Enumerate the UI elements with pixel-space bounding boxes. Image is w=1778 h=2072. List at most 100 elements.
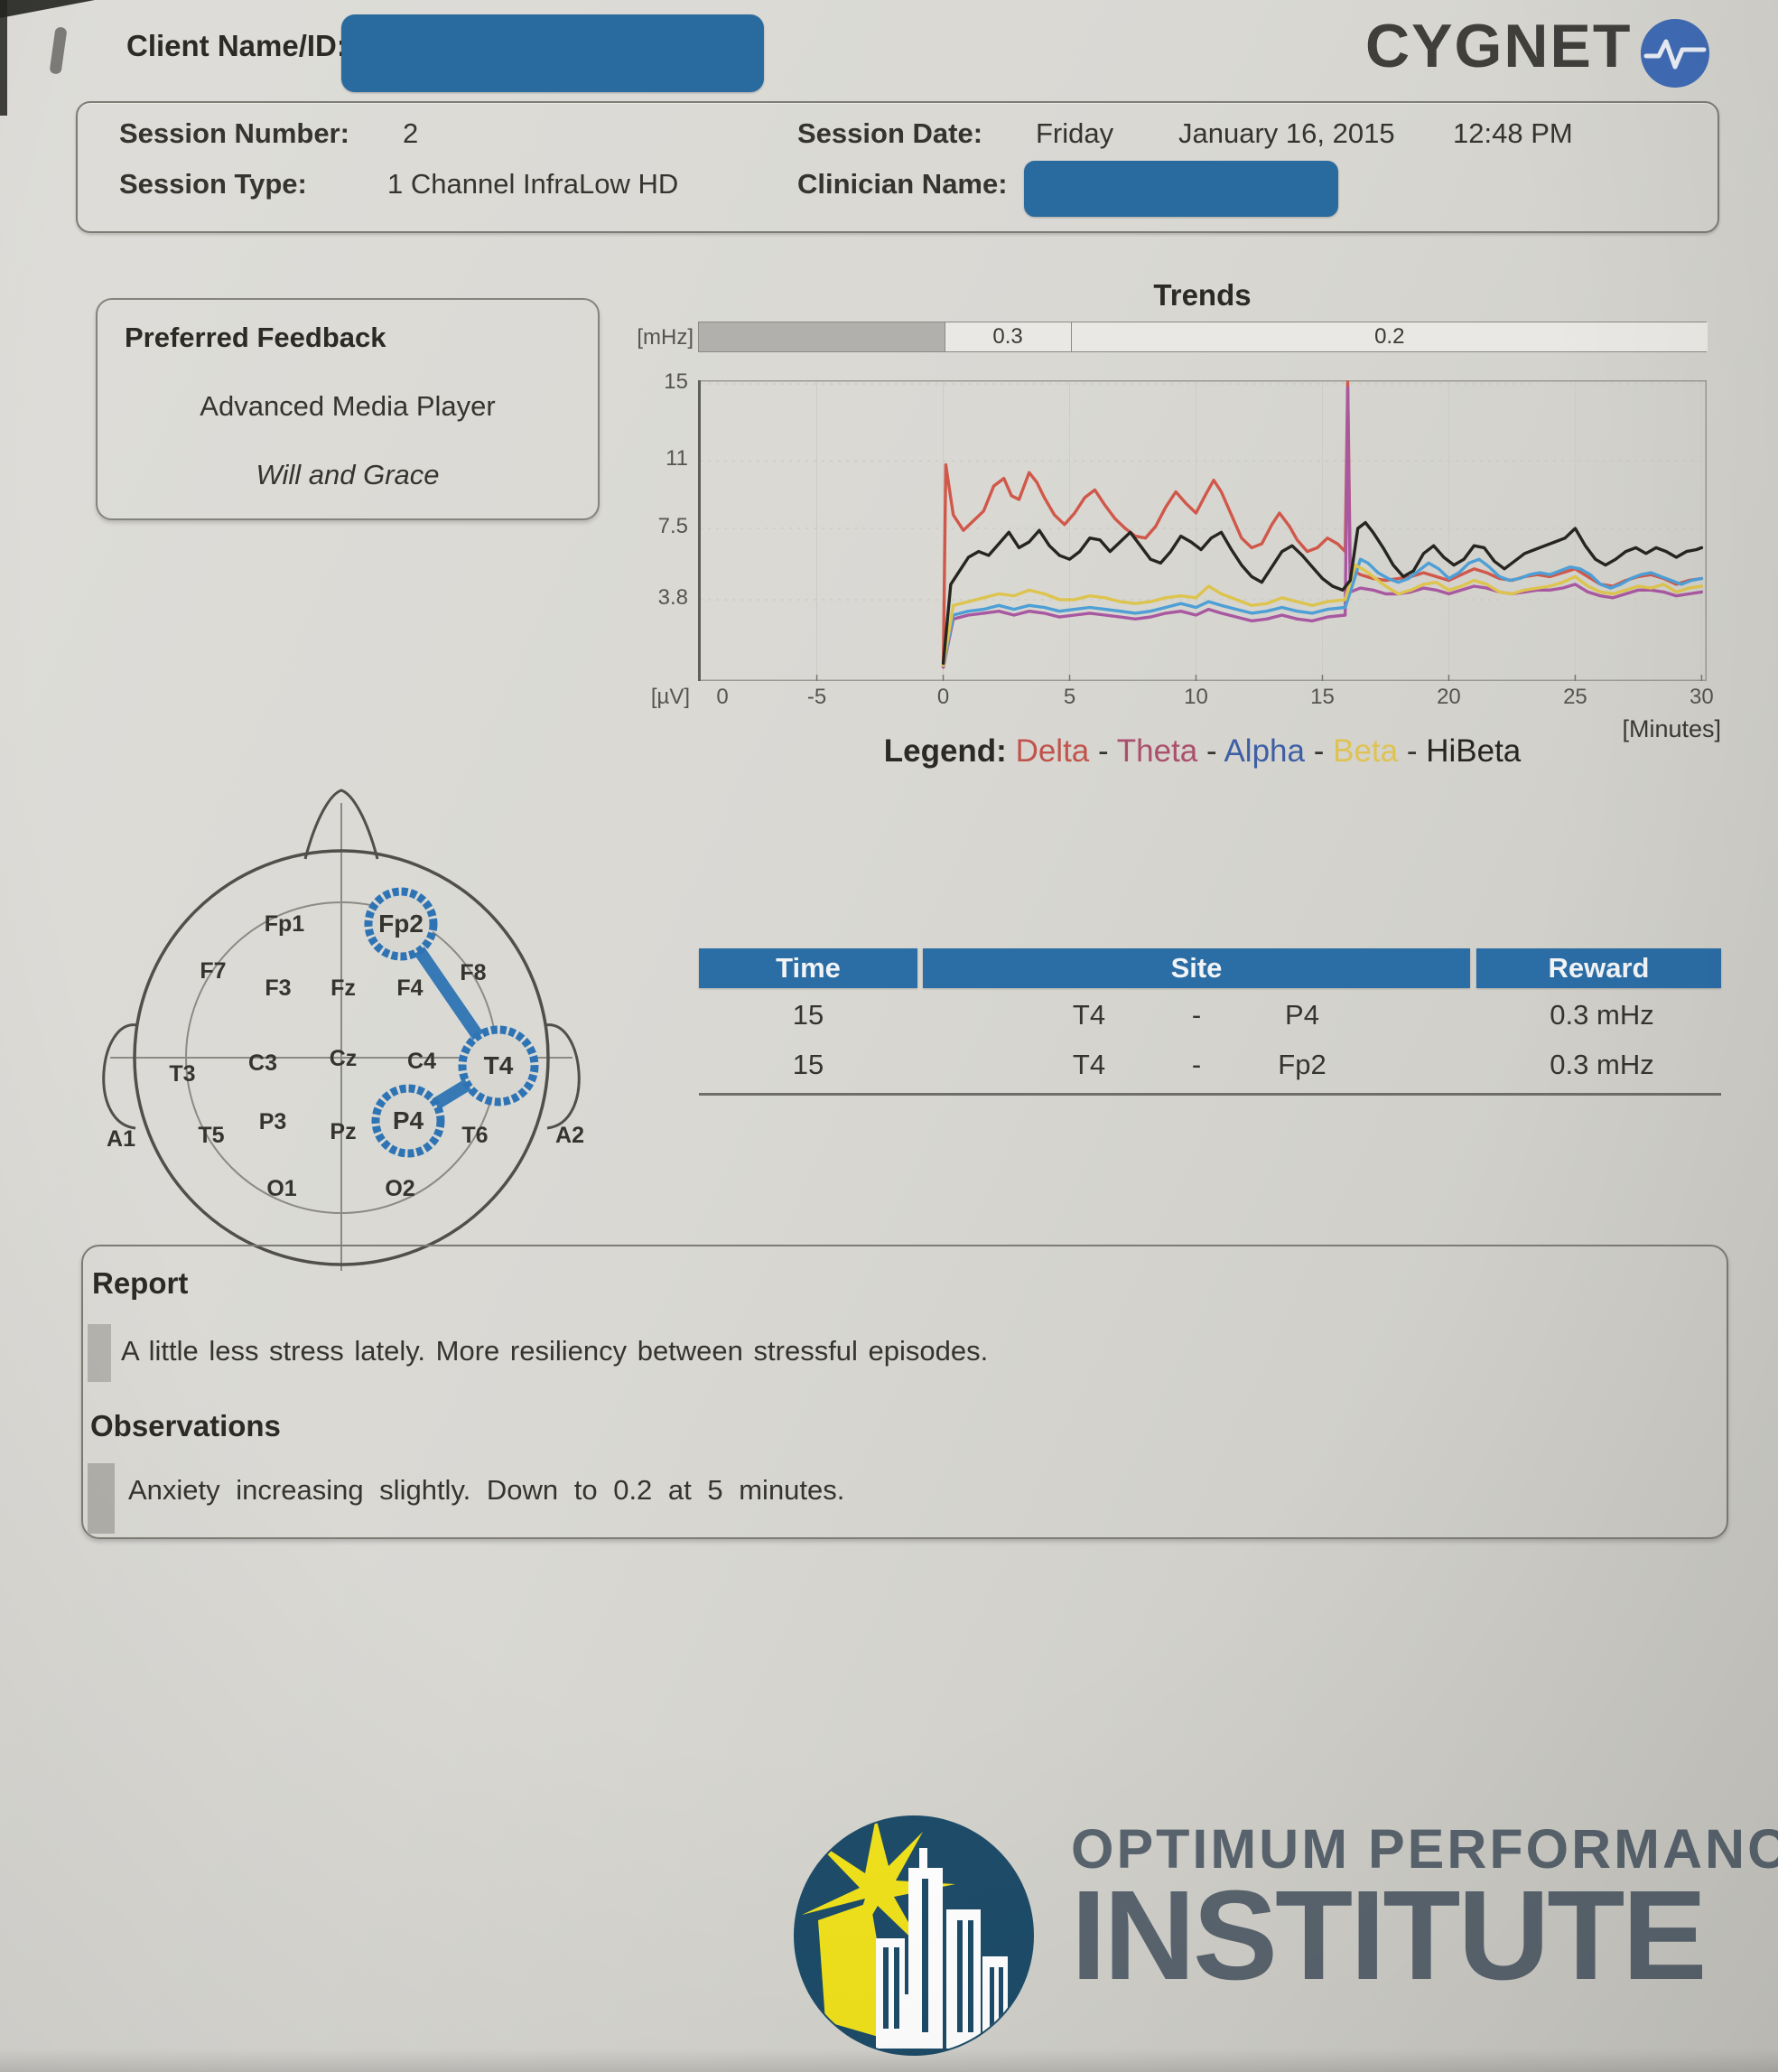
session-type-label: Session Type: bbox=[119, 168, 307, 200]
cell-site-b: P4 bbox=[1285, 999, 1319, 1031]
electrode-label-p4: P4 bbox=[393, 1106, 424, 1134]
session-time-value: 12:48 PM bbox=[1453, 117, 1573, 149]
opi-wordmark-line1: OPTIMUM PERFORMANCE bbox=[1071, 1818, 1778, 1880]
plot-frame bbox=[698, 380, 1707, 681]
cell-reward: 0.3 mHz bbox=[1550, 999, 1654, 1031]
cell-time: 15 bbox=[792, 999, 824, 1031]
electrode-label-f3: F3 bbox=[265, 975, 291, 1001]
electrode-label-f7: F7 bbox=[200, 958, 226, 984]
preferred-feedback-title: Preferred Feedback bbox=[125, 322, 386, 353]
minutes-axis-label: [Minutes] bbox=[1622, 715, 1721, 742]
series-delta bbox=[941, 380, 1704, 669]
table-header-reward: Reward bbox=[1476, 948, 1721, 988]
electrode-label-fp2: Fp2 bbox=[378, 910, 424, 938]
cell-site-a: T4 bbox=[1072, 999, 1106, 1031]
electrode-label-o2: O2 bbox=[385, 1176, 414, 1201]
electrode-highlight-fp2 bbox=[364, 887, 438, 961]
session-date-value: January 16, 2015 bbox=[1178, 117, 1395, 149]
electrode-label-pz: Pz bbox=[330, 1119, 356, 1144]
session-row-1: Session Number: 2 Session Date: Friday J… bbox=[78, 117, 1717, 157]
reward-segment-pre bbox=[699, 322, 945, 351]
x-tick-5: 5 bbox=[1063, 685, 1076, 709]
cell-time: 15 bbox=[792, 1049, 824, 1080]
session-info-box: Session Number: 2 Session Date: Friday J… bbox=[76, 101, 1719, 233]
reward-segment-0.3: 0.3 bbox=[944, 322, 1071, 351]
legend-separator: - bbox=[1089, 733, 1117, 769]
electrode-label-a2: A2 bbox=[555, 1123, 584, 1148]
photo-edge-shadow bbox=[0, 0, 7, 116]
uv-unit-label: [µV] bbox=[650, 685, 690, 709]
y-tick-3.8: 3.8 bbox=[657, 584, 688, 610]
feedback-media-title: Will and Grace bbox=[256, 459, 440, 490]
electrode-label-cz: Cz bbox=[330, 1046, 358, 1071]
electrode-label-t3: T3 bbox=[169, 1061, 195, 1087]
electrode-label-c3: C3 bbox=[248, 1050, 277, 1076]
cell-site-sep: - bbox=[1191, 1049, 1202, 1080]
electrode-label-t6: T6 bbox=[461, 1123, 488, 1148]
y-tick-7.5: 7.5 bbox=[657, 514, 688, 539]
reward-frequency-bar: 0.3 0.2 bbox=[698, 322, 1708, 352]
legend-item-beta: Beta bbox=[1333, 733, 1399, 769]
cygnet-pulse-icon bbox=[1641, 19, 1709, 88]
table-row: 15 T4 - Fp2 0.3 mHz bbox=[699, 1038, 1721, 1087]
observations-title: Observations bbox=[90, 1409, 281, 1442]
legend-item-delta: Delta bbox=[1015, 733, 1090, 769]
cygnet-logo-text: CYGNET bbox=[1365, 12, 1633, 80]
y-tick-11: 11 bbox=[666, 446, 688, 471]
feedback-player: Advanced Media Player bbox=[200, 390, 496, 422]
session-number-value: 2 bbox=[403, 117, 419, 149]
electrode-label-p3: P3 bbox=[259, 1109, 287, 1134]
left-ear-outline bbox=[102, 1023, 138, 1130]
observations-text: Anxiety increasing slightly. Down to 0.2… bbox=[128, 1474, 845, 1506]
photo-edge-mark bbox=[49, 26, 68, 75]
photo-corner-shadow bbox=[0, 0, 95, 18]
electrode-label-f4: F4 bbox=[396, 975, 423, 1001]
reward-segment-0.2: 0.2 bbox=[1070, 322, 1708, 351]
reward-segment-label: 0.3 bbox=[992, 324, 1023, 349]
series-theta bbox=[941, 386, 1704, 669]
trends-title: Trends bbox=[1153, 278, 1252, 312]
electrode-label-a1: A1 bbox=[107, 1126, 135, 1152]
session-date-label: Session Date: bbox=[797, 117, 983, 149]
reward-table-header: Time Site Reward bbox=[699, 948, 1721, 988]
legend-separator: - bbox=[1197, 733, 1224, 769]
x-tick-15: 15 bbox=[1310, 685, 1335, 709]
electrode-label-fp1: Fp1 bbox=[265, 911, 305, 937]
client-name-label: Client Name/ID: bbox=[126, 29, 347, 62]
preferred-feedback-box: Preferred Feedback Advanced Media Player… bbox=[96, 298, 600, 520]
electrode-highlight-p4 bbox=[371, 1084, 445, 1158]
session-date-day: Friday bbox=[1036, 117, 1114, 149]
reward-table-rows: 15 T4 - P4 0.3 mHz 15 T4 - Fp2 0.3 mHz bbox=[699, 988, 1721, 1087]
reward-table: Time Site Reward 15 T4 - P4 0.3 mHz 15 T4 - Fp2 0.3… bbox=[699, 948, 1721, 1096]
cell-site-sep: - bbox=[1191, 999, 1202, 1031]
electrode-label-f8: F8 bbox=[460, 960, 486, 985]
trends-plot bbox=[698, 380, 1707, 681]
table-header-site: Site bbox=[923, 948, 1470, 988]
electrode-head-map: Fp1 Fp2 F7 F3 Fz F4 F8 T3 C3 Cz C4 T4 T5 P3 Pz P4 T6 O1 O2… bbox=[102, 789, 584, 1271]
observations-highlight-mark bbox=[88, 1463, 115, 1534]
cell-site-b: Fp2 bbox=[1278, 1049, 1327, 1080]
legend-item-hibeta: HiBeta bbox=[1426, 733, 1522, 769]
session-row-2: Session Type: 1 Channel InfraLow HD Clin… bbox=[78, 168, 1717, 208]
clinician-name-label: Clinician Name: bbox=[797, 168, 1008, 200]
table-row: 15 T4 - P4 0.3 mHz bbox=[699, 988, 1721, 1038]
session-type-value: 1 Channel InfraLow HD bbox=[387, 168, 679, 200]
report-box: Report A little less stress lately. More… bbox=[81, 1245, 1728, 1539]
electrode-label-o1: O1 bbox=[266, 1176, 296, 1201]
legend-separator: - bbox=[1304, 733, 1334, 769]
x-tick-0: 0 bbox=[936, 685, 950, 709]
mhz-unit-label: [mHz] bbox=[637, 325, 694, 350]
electrode-label-fz: Fz bbox=[330, 975, 356, 1001]
session-number-label: Session Number: bbox=[119, 117, 349, 149]
series-beta bbox=[941, 563, 1704, 667]
electrode-label-c4: C4 bbox=[407, 1049, 436, 1074]
table-bottom-rule bbox=[699, 1093, 1721, 1096]
electrode-label-t5: T5 bbox=[198, 1123, 224, 1148]
table-header-time: Time bbox=[699, 948, 917, 988]
cell-reward: 0.3 mHz bbox=[1550, 1049, 1654, 1080]
client-name-redacted bbox=[341, 14, 764, 92]
x-tick--5: -5 bbox=[806, 685, 827, 709]
electrode-highlight-t4 bbox=[458, 1025, 539, 1106]
opi-badge-icon bbox=[794, 1815, 1034, 2056]
